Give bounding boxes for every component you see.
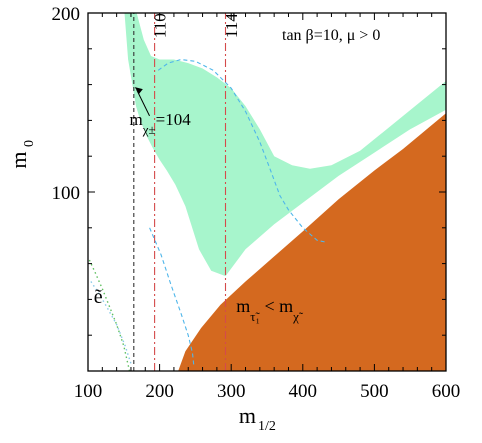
chargino-label-sub: χ±	[142, 122, 156, 137]
label-114: 114	[222, 13, 241, 38]
y-tick-label: 100	[52, 183, 81, 204]
chargino-arrow	[136, 89, 150, 117]
label-110: 110	[150, 13, 169, 38]
x-tick-label: 300	[217, 381, 246, 402]
stau-label-mid: < m	[260, 296, 293, 316]
ylabel-base: m	[6, 151, 31, 168]
selectron-label: ẽ	[94, 286, 103, 308]
curves-layer	[88, 13, 326, 371]
stau-label-m: m	[236, 296, 250, 316]
stau-label: mτ̃₁ < mχ̃	[236, 296, 304, 324]
y-tick-label: 200	[52, 4, 81, 25]
x-tick-label: 200	[145, 381, 174, 402]
green-dotted-left-line	[88, 259, 131, 371]
x-tick-label: 600	[432, 381, 461, 402]
chargino-label-value: =104	[156, 110, 192, 129]
ylabel: m 0	[6, 140, 37, 169]
green-allowed-band-region	[124, 13, 446, 277]
x-tick-label: 400	[289, 381, 318, 402]
x-tick-label: 100	[74, 381, 103, 402]
x-tick-label: 500	[360, 381, 389, 402]
orange-stau-lsp-region	[178, 113, 446, 371]
cyan-dashed-upper-line	[157, 58, 326, 243]
xlabel-base: m	[239, 403, 256, 428]
stau-label-sub2: χ̃	[292, 309, 304, 324]
chargino-label-m: m	[130, 110, 143, 129]
cyan-dashed-lower-line	[149, 227, 195, 368]
params-label: tan β=10, μ > 0	[282, 27, 380, 44]
stau-label-sub1: τ̃₁	[250, 309, 260, 324]
xlabel-sub: 1/2	[258, 419, 276, 434]
xlabel: m 1/2	[239, 403, 276, 434]
ylabel-sub: 0	[22, 140, 37, 147]
regions-layer	[124, 13, 446, 371]
chargino-arrowhead	[134, 87, 143, 95]
chargino-label: mχ±=104	[130, 110, 192, 137]
ticks-layer: 100 200 300 400 500 600 100 200	[52, 4, 461, 402]
